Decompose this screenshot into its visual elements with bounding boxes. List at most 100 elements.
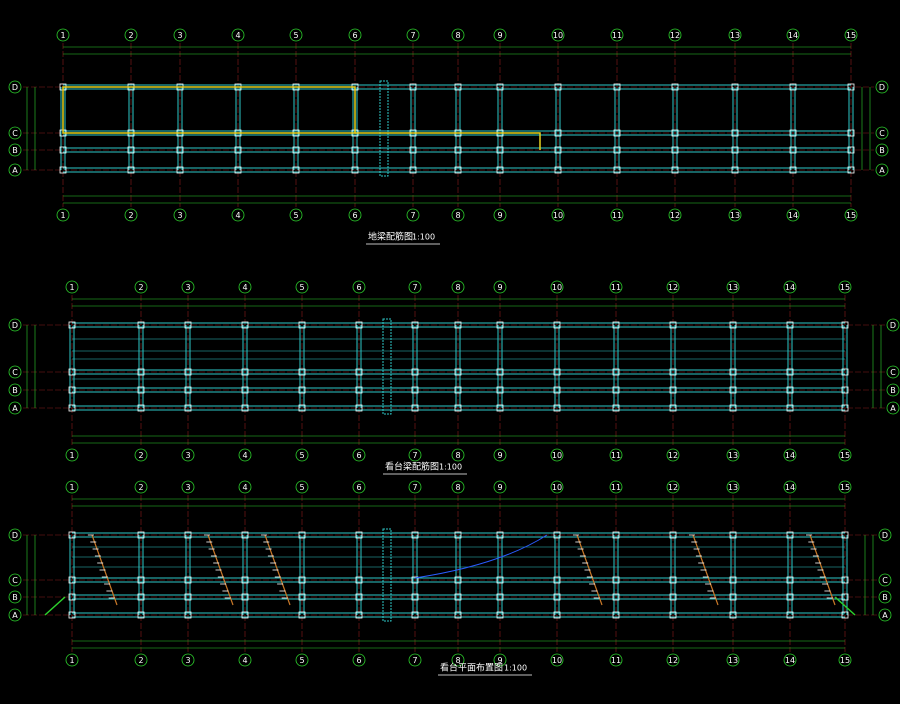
axis-bubble xyxy=(289,208,303,222)
column xyxy=(241,593,249,601)
axis-bubble xyxy=(173,208,187,222)
axis-bubble xyxy=(451,448,465,462)
column xyxy=(292,146,300,154)
axis-bubble xyxy=(783,653,797,667)
column xyxy=(786,321,794,329)
column xyxy=(298,321,306,329)
axis-label: 14 xyxy=(788,211,798,220)
axis-bubble xyxy=(181,280,195,294)
axis-label: 9 xyxy=(497,31,502,40)
axis-label: 10 xyxy=(553,31,563,40)
axis-bubble xyxy=(8,573,22,587)
axis-label: C xyxy=(12,129,18,138)
axis-bubble xyxy=(551,208,565,222)
axis-bubble xyxy=(8,143,22,157)
axis-bubble xyxy=(728,28,742,42)
axis-bubble xyxy=(8,528,22,542)
column xyxy=(789,129,797,137)
axis-bubble xyxy=(878,573,892,587)
axis-bubble xyxy=(875,163,889,177)
column xyxy=(409,83,417,91)
axis-bubble xyxy=(726,653,740,667)
column xyxy=(355,593,363,601)
axis-bubble xyxy=(8,318,22,332)
column xyxy=(298,593,306,601)
axis-bubble xyxy=(289,28,303,42)
floor-plan: 1122334455667788991010111112121313141415… xyxy=(8,280,900,475)
column xyxy=(786,531,794,539)
column xyxy=(355,386,363,394)
column xyxy=(137,386,145,394)
axis-bubble xyxy=(609,280,623,294)
axis-label: 14 xyxy=(788,31,798,40)
column xyxy=(669,611,677,619)
axis-label: 4 xyxy=(235,211,240,220)
axis-bubble xyxy=(783,280,797,294)
axis-bubble xyxy=(838,448,852,462)
axis-label: 8 xyxy=(455,656,460,665)
drawing-scale: 1:100 xyxy=(439,463,462,472)
column xyxy=(184,386,192,394)
column xyxy=(669,404,677,412)
axis-bubble xyxy=(666,448,680,462)
diagonal xyxy=(44,596,66,616)
axis-bubble xyxy=(550,448,564,462)
column xyxy=(789,166,797,174)
axis-bubble xyxy=(352,653,366,667)
axis-label: 14 xyxy=(785,283,795,292)
axis-bubble xyxy=(408,480,422,494)
column xyxy=(241,321,249,329)
axis-label: C xyxy=(879,129,885,138)
drawing-scale: 1:100 xyxy=(412,233,435,242)
column xyxy=(351,166,359,174)
column xyxy=(669,593,677,601)
axis-bubble xyxy=(408,448,422,462)
column xyxy=(841,321,849,329)
axis-label: 7 xyxy=(410,31,415,40)
column xyxy=(176,166,184,174)
axis-label: 13 xyxy=(728,283,738,292)
column xyxy=(351,146,359,154)
axis-bubble xyxy=(8,80,22,94)
axis-bubble xyxy=(181,480,195,494)
axis-bubble xyxy=(550,480,564,494)
column xyxy=(729,576,737,584)
axis-label: 8 xyxy=(455,211,460,220)
axis-bubble xyxy=(609,480,623,494)
column xyxy=(729,386,737,394)
axis-label: B xyxy=(882,593,888,602)
axis-label: 9 xyxy=(497,283,502,292)
axis-label: 11 xyxy=(611,451,621,460)
axis-bubble xyxy=(493,480,507,494)
column xyxy=(496,146,504,154)
axis-label: 7 xyxy=(412,656,417,665)
column xyxy=(496,531,504,539)
column xyxy=(68,386,76,394)
column xyxy=(298,576,306,584)
axis-label: 6 xyxy=(352,31,357,40)
axis-bubble xyxy=(231,28,245,42)
column xyxy=(786,576,794,584)
axis-bubble xyxy=(352,280,366,294)
axis-bubble xyxy=(65,653,79,667)
axis-label: 3 xyxy=(185,283,190,292)
axis-label: 11 xyxy=(611,483,621,492)
axis-label: 9 xyxy=(497,451,502,460)
ramp-line xyxy=(414,534,548,579)
axis-label: 1 xyxy=(60,31,65,40)
axis-bubble xyxy=(352,480,366,494)
column xyxy=(671,83,679,91)
axis-bubble xyxy=(786,28,800,42)
axis-bubble xyxy=(844,28,858,42)
axis-label: 9 xyxy=(497,483,502,492)
axis-label: 12 xyxy=(668,483,678,492)
column xyxy=(669,531,677,539)
axis-bubble xyxy=(666,280,680,294)
column xyxy=(234,146,242,154)
axis-bubble xyxy=(134,280,148,294)
axis-bubble xyxy=(124,208,138,222)
expansion-joint xyxy=(382,318,392,415)
drawing-title: 看台平面布置图 xyxy=(440,662,503,674)
axis-bubble xyxy=(844,208,858,222)
column xyxy=(411,611,419,619)
